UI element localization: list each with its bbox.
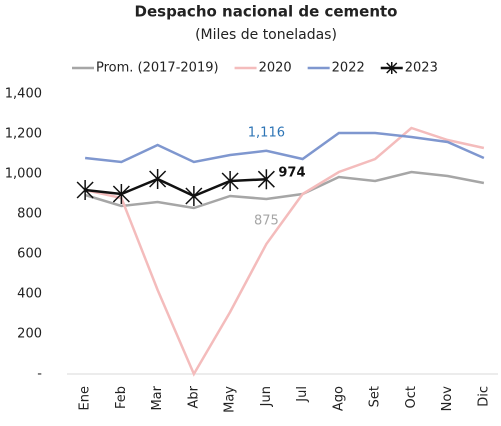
data-label: 875 xyxy=(254,214,279,229)
series-line xyxy=(84,126,485,377)
x-tick-label: Set xyxy=(368,386,383,407)
x-tick-label: Mar xyxy=(150,385,165,410)
x-tick-label: Ene xyxy=(78,386,93,410)
x-tick-label: May xyxy=(223,386,238,413)
legend-label: 2020 xyxy=(259,61,292,76)
y-tick-label: - xyxy=(37,367,42,382)
point-marker xyxy=(149,169,167,189)
data-label: 1,116 xyxy=(248,125,285,140)
point-marker xyxy=(112,184,130,204)
y-tick-label: 1,400 xyxy=(5,87,42,102)
point-marker xyxy=(257,169,275,190)
data-label: 974 xyxy=(278,166,305,181)
point-marker xyxy=(221,171,239,191)
legend-label: Prom. (2017-2019) xyxy=(96,61,219,76)
y-tick-label: 800 xyxy=(17,207,42,222)
point-marker xyxy=(185,186,203,206)
y-tick-label: 1,200 xyxy=(5,127,42,142)
chart-title: Despacho nacional de cemento xyxy=(135,3,398,21)
chart-subtitle: (Miles de toneladas) xyxy=(195,27,337,43)
x-tick-label: Jun xyxy=(259,386,274,407)
legend-label: 2023 xyxy=(405,61,438,76)
point-marker xyxy=(76,180,94,200)
x-tick-label: Abr xyxy=(186,385,201,408)
legend-label: 2022 xyxy=(332,61,365,76)
x-tick-label: Ago xyxy=(331,386,346,411)
y-tick-label: 1,000 xyxy=(5,167,42,182)
x-tick-label: Feb xyxy=(114,386,129,409)
x-tick-label: Nov xyxy=(440,386,455,412)
series-line xyxy=(84,170,485,210)
legend-marker xyxy=(386,62,398,74)
y-tick-label: 600 xyxy=(17,247,42,262)
y-tick-label: 200 xyxy=(17,327,42,342)
x-tick-label: Oct xyxy=(404,386,419,408)
series-line xyxy=(84,131,485,164)
x-tick-label: Dic xyxy=(476,386,491,407)
series-line xyxy=(84,177,267,198)
y-tick-label: 400 xyxy=(17,287,42,302)
x-tick-label: Jul xyxy=(295,386,310,403)
